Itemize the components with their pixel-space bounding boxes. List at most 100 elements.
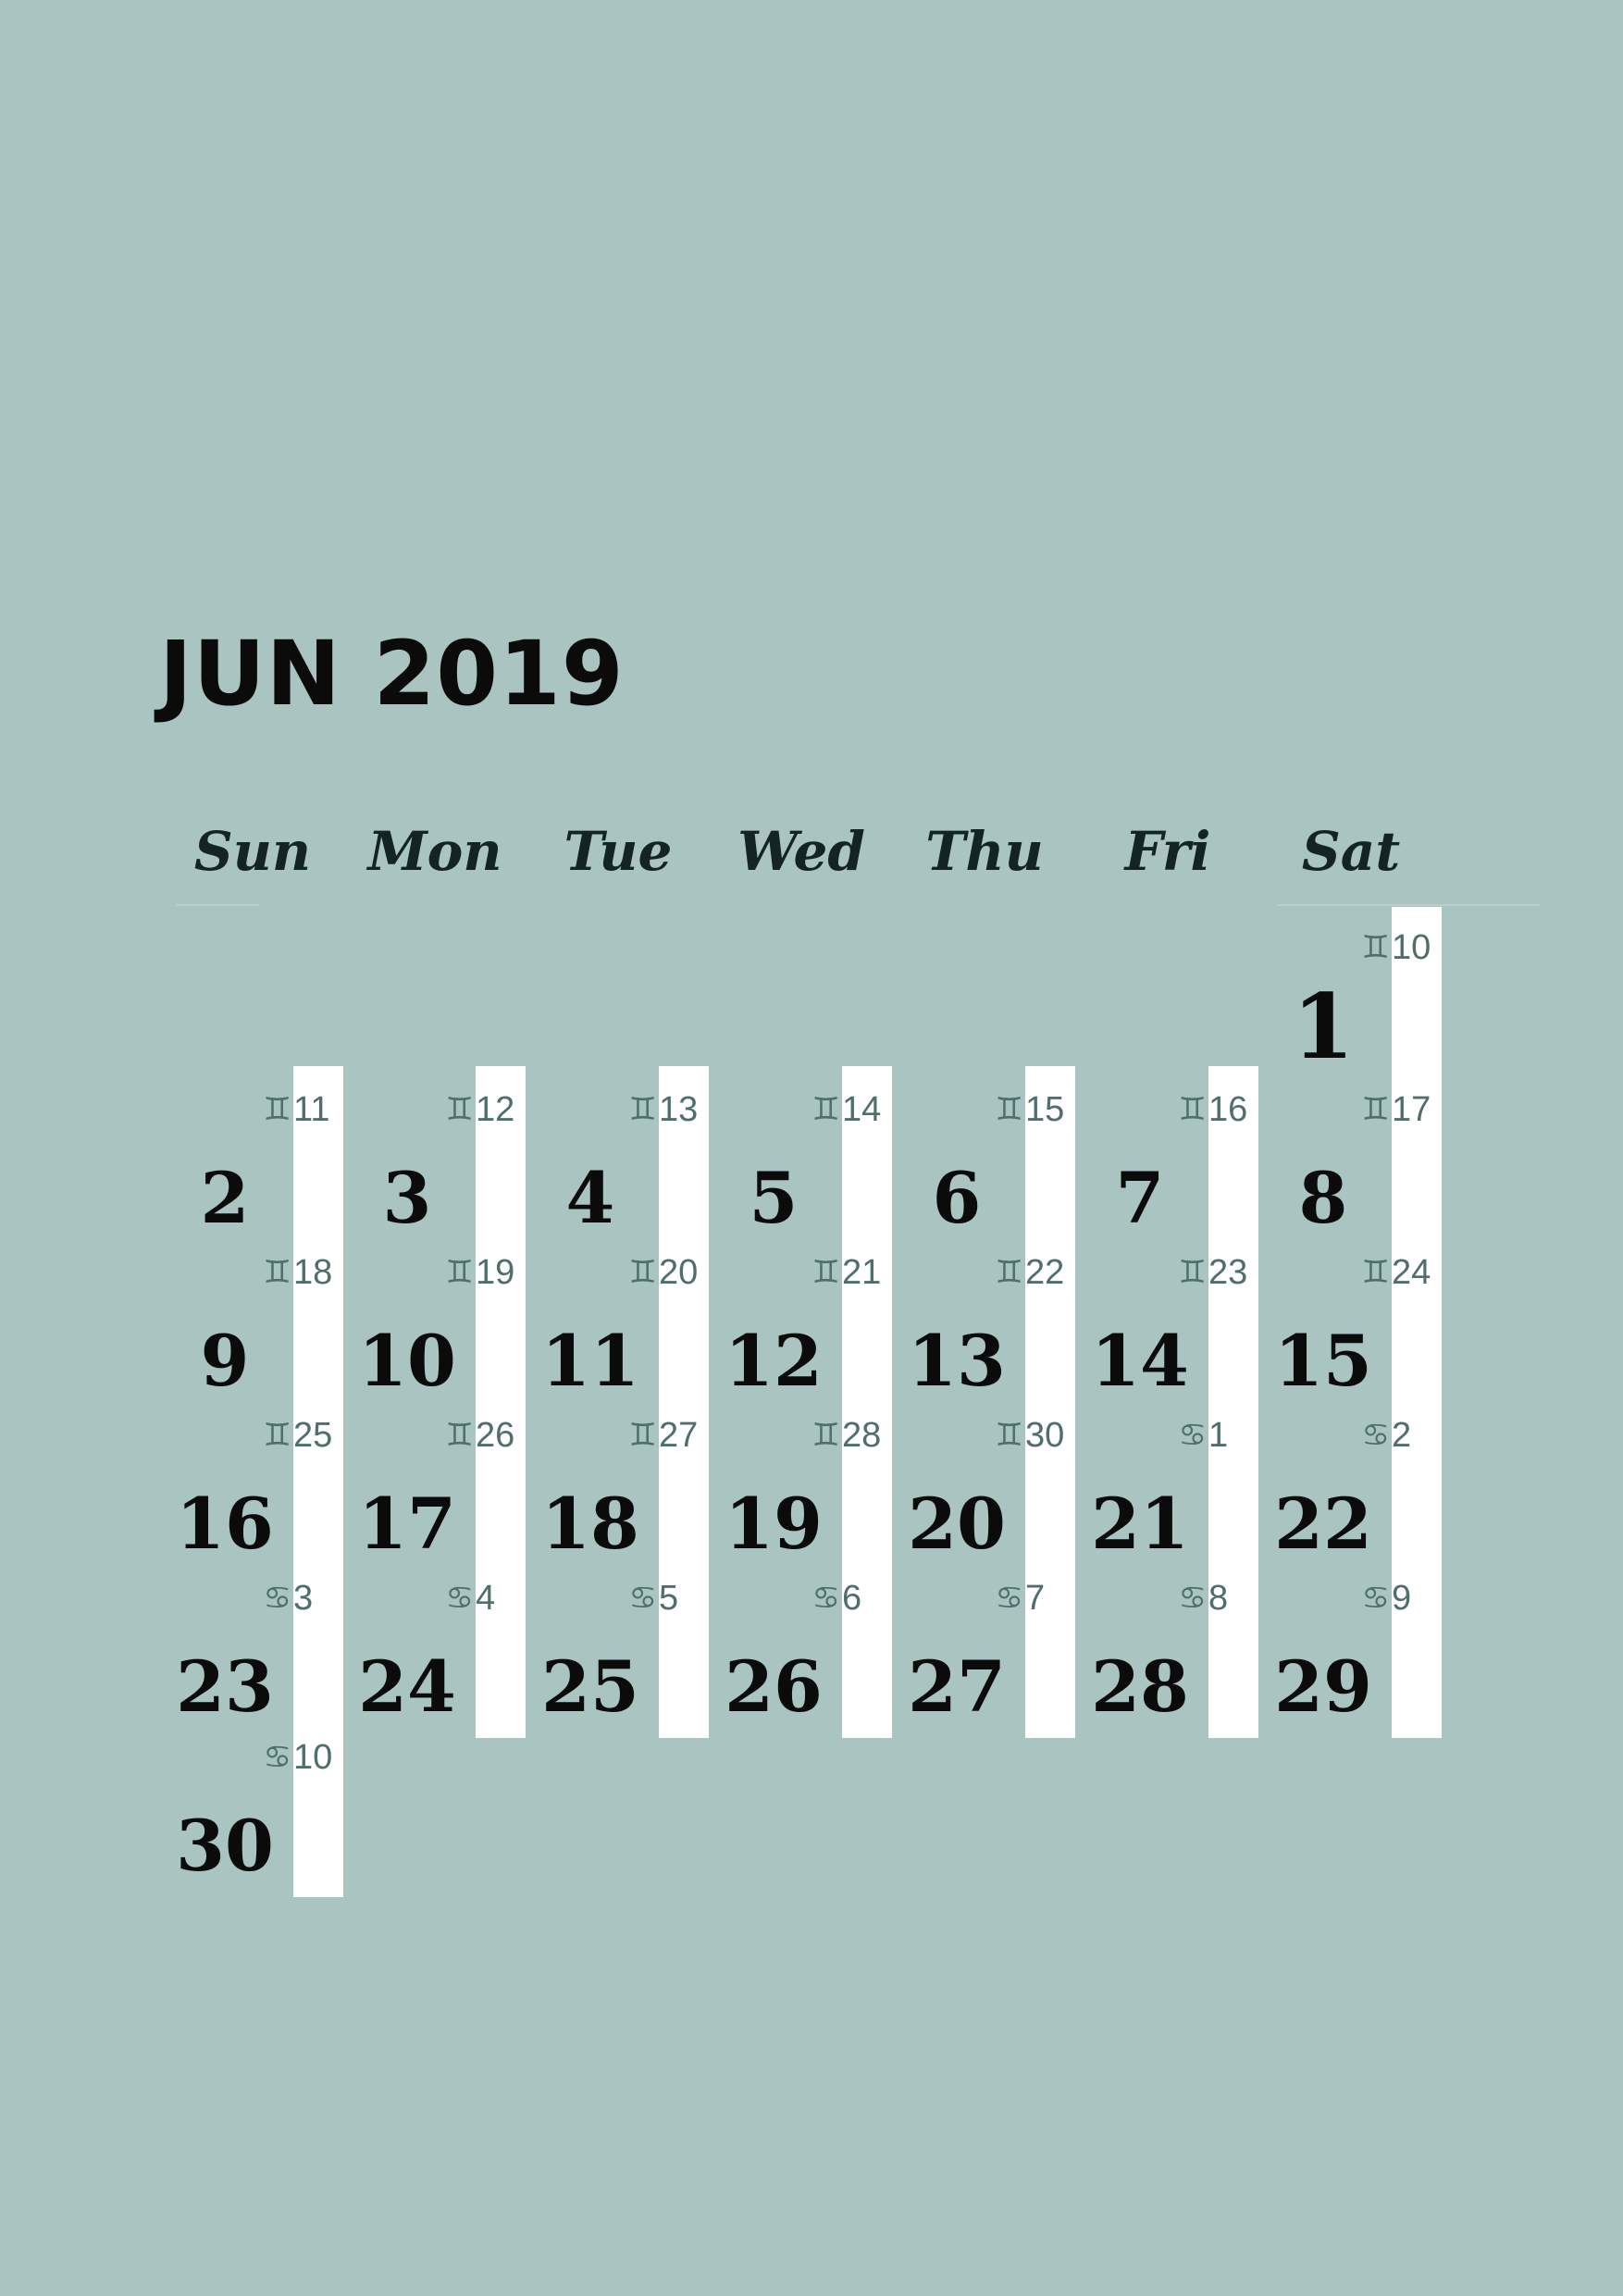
lunar-day-number: 19 [476, 1253, 515, 1292]
cancer-icon: ♋ [812, 1580, 840, 1617]
gemini-icon: ♊ [628, 1417, 657, 1454]
day-number: 17 [358, 1483, 456, 1565]
gemini-icon: ♊ [445, 1254, 474, 1291]
lunar-day-number: 1 [1208, 1416, 1229, 1455]
lunar-date: ♊ 10 [1360, 926, 1431, 969]
day-number: 1 [1292, 974, 1355, 1079]
lunar-date: ♊ 26 [444, 1414, 515, 1457]
lunar-day-number: 4 [476, 1579, 496, 1618]
lunar-day-number: 20 [659, 1253, 699, 1292]
lunar-day-number: 2 [1392, 1416, 1412, 1455]
lunar-day-number: 23 [1208, 1253, 1248, 1292]
lunar-day-number: 9 [1392, 1579, 1412, 1618]
lunar-date: ♊ 11 [262, 1088, 330, 1131]
gemini-icon: ♊ [995, 1417, 1023, 1454]
lunar-day-number: 21 [842, 1253, 882, 1292]
lunar-date: ♊ 23 [1177, 1251, 1248, 1294]
gemini-icon: ♊ [445, 1091, 474, 1128]
lunar-day-number: 3 [293, 1579, 314, 1618]
lunar-date: ♊ 24 [1360, 1251, 1431, 1294]
day-number: 9 [200, 1320, 250, 1402]
column-strip [1392, 907, 1442, 1738]
lunar-day-number: 27 [659, 1416, 699, 1455]
lunar-day-number: 6 [842, 1579, 862, 1618]
lunar-day-number: 16 [1208, 1090, 1248, 1129]
gemini-icon: ♊ [263, 1091, 291, 1128]
day-number: 11 [541, 1320, 639, 1402]
weekday-tue: Tue [564, 820, 673, 883]
weekday-wed: Wed [737, 820, 865, 883]
lunar-day-number: 14 [842, 1090, 882, 1129]
header-rule [1277, 904, 1540, 906]
lunar-date: ♋ 3 [262, 1577, 314, 1620]
day-number: 23 [176, 1645, 274, 1728]
lunar-date: ♊ 21 [811, 1251, 882, 1294]
day-number: 28 [1091, 1645, 1189, 1728]
weekday-thu: Thu [925, 820, 1044, 883]
day-number: 2 [200, 1157, 250, 1239]
lunar-date: ♊ 13 [627, 1088, 699, 1131]
lunar-date: ♋ 8 [1177, 1577, 1229, 1620]
lunar-day-number: 12 [476, 1090, 515, 1129]
day-number: 27 [908, 1645, 1006, 1728]
weekday-sun: Sun [193, 820, 312, 883]
day-number: 25 [541, 1645, 639, 1728]
lunar-date: ♋ 4 [444, 1577, 496, 1620]
day-number: 13 [908, 1320, 1006, 1402]
gemini-icon: ♊ [263, 1254, 291, 1291]
gemini-icon: ♊ [628, 1091, 657, 1128]
lunar-day-number: 11 [293, 1090, 330, 1129]
day-number: 30 [176, 1805, 274, 1887]
lunar-date: ♋ 10 [262, 1736, 333, 1779]
lunar-date: ♊ 18 [262, 1251, 333, 1294]
header-rule [176, 904, 259, 906]
lunar-day-number: 22 [1025, 1253, 1065, 1292]
cancer-icon: ♋ [263, 1580, 291, 1617]
column-strip [476, 1066, 526, 1738]
lunar-date: ♊ 20 [627, 1251, 699, 1294]
gemini-icon: ♊ [1361, 929, 1390, 966]
gemini-icon: ♊ [1361, 1254, 1390, 1291]
lunar-day-number: 7 [1025, 1579, 1046, 1618]
lunar-day-number: 17 [1392, 1090, 1431, 1129]
lunar-date: ♊ 12 [444, 1088, 515, 1131]
day-number: 20 [908, 1483, 1006, 1565]
lunar-day-number: 25 [293, 1416, 333, 1455]
lunar-date: ♊ 16 [1177, 1088, 1248, 1131]
lunar-date: ♋ 2 [1360, 1414, 1412, 1457]
cancer-icon: ♋ [1361, 1417, 1390, 1454]
cancer-icon: ♋ [445, 1580, 474, 1617]
day-number: 19 [725, 1483, 823, 1565]
lunar-day-number: 28 [842, 1416, 882, 1455]
gemini-icon: ♊ [1178, 1254, 1207, 1291]
weekday-mon: Mon [367, 820, 502, 883]
weekday-sat: Sat [1301, 820, 1401, 883]
day-number: 7 [1115, 1157, 1165, 1239]
lunar-day-number: 10 [1392, 928, 1431, 967]
lunar-day-number: 18 [293, 1253, 333, 1292]
lunar-day-number: 24 [1392, 1253, 1431, 1292]
lunar-date: ♋ 7 [994, 1577, 1046, 1620]
gemini-icon: ♊ [628, 1254, 657, 1291]
lunar-date: ♊ 19 [444, 1251, 515, 1294]
day-number: 16 [176, 1483, 274, 1565]
lunar-day-number: 8 [1208, 1579, 1229, 1618]
column-strip [293, 1066, 343, 1897]
day-number: 3 [382, 1157, 432, 1239]
day-number: 4 [565, 1157, 615, 1239]
column-strip [659, 1066, 709, 1738]
column-strip [1025, 1066, 1075, 1738]
cancer-icon: ♋ [628, 1580, 657, 1617]
weekday-fri: Fri [1124, 820, 1211, 883]
day-number: 6 [932, 1157, 982, 1239]
lunar-date: ♊ 28 [811, 1414, 882, 1457]
column-strip [1208, 1066, 1258, 1738]
gemini-icon: ♊ [812, 1254, 840, 1291]
lunar-day-number: 30 [1025, 1416, 1065, 1455]
lunar-date: ♊ 27 [627, 1414, 699, 1457]
lunar-day-number: 5 [659, 1579, 679, 1618]
cancer-icon: ♋ [1178, 1417, 1207, 1454]
gemini-icon: ♊ [263, 1417, 291, 1454]
lunar-date: ♊ 17 [1360, 1088, 1431, 1131]
